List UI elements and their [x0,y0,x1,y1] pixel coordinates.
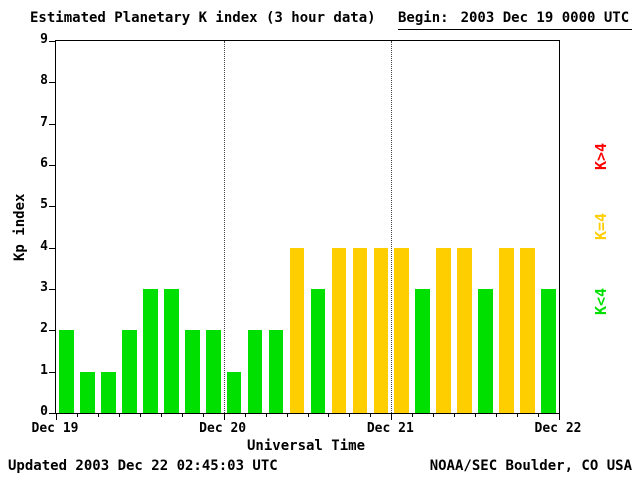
x-axis-tick [265,413,267,417]
kp-bar [205,330,221,413]
kp-bar [373,247,389,413]
y-tick-label: 7 [40,114,48,130]
x-axis-tick [223,413,225,420]
chart-title: Estimated Planetary K index (3 hour data… [30,10,376,26]
kp-bar [268,330,284,413]
legend-k-above-4: K>4 [592,142,610,170]
y-tick-label: 3 [40,280,48,295]
kp-bar [226,371,242,413]
x-axis-tick [328,413,330,417]
legend-k-below-4: K<4 [592,287,610,315]
x-axis-tick [202,413,204,417]
kp-bar [184,330,200,413]
x-axis-tick [139,413,141,417]
x-axis-tick [76,413,78,417]
x-axis-tick [391,413,393,420]
updated-timestamp: Updated 2003 Dec 22 02:45:03 UTC [8,458,278,474]
y-tick-label: 1 [40,362,48,378]
x-axis-tick [286,413,288,417]
x-axis-tick [454,413,456,417]
x-axis-tick [538,413,540,417]
kp-bar [394,247,410,413]
source-credit: NOAA/SEC Boulder, CO USA [429,458,632,474]
kp-bar [122,330,137,413]
y-axis-tick [49,371,56,373]
x-axis-tick [496,413,498,417]
x-axis-title: Universal Time [246,438,366,454]
x-axis-tick [56,413,57,420]
x-axis-tick [517,413,519,417]
kp-bar [436,247,452,413]
y-axis-tick [49,165,56,166]
kp-bar [541,289,556,413]
x-axis-tick [160,413,162,417]
legend-k-equal-4: K=4 [592,212,610,240]
kp-bar [310,289,326,413]
y-tick-label: 4 [40,238,48,254]
x-axis-tick [559,413,560,420]
kp-bar [520,247,535,413]
y-axis-tick [49,82,56,84]
x-axis-tick [349,413,351,417]
x-tick-label: Dec 22 [534,421,582,436]
y-axis-tick [49,123,56,125]
y-tick-label: 0 [40,404,48,419]
begin-label: Begin: [398,10,449,26]
y-tick-label: 9 [40,32,48,47]
kp-bar [352,247,368,413]
x-axis-tick [97,413,99,417]
x-axis-tick [433,413,435,417]
begin-value: 2003 Dec 19 0000 UTC [460,10,630,26]
x-tick-label: Dec 19 [31,421,79,436]
x-axis-tick [412,413,414,417]
plot-area [49,40,560,420]
y-tick-label: 2 [40,321,48,337]
kp-bar [247,330,263,413]
kp-bar [478,289,493,413]
kp-bar [289,247,305,413]
x-axis-tick [181,413,183,417]
x-axis-tick [475,413,477,417]
y-axis-tick [49,247,56,249]
y-axis-tick [49,289,56,290]
kp-bar [142,289,158,413]
x-tick-label: Dec 20 [199,421,247,436]
x-axis-tick [370,413,372,417]
y-tick-label: 6 [40,156,48,171]
kp-bar [415,289,431,413]
kp-bar [59,330,74,413]
y-axis-tick [49,41,56,42]
x-axis-tick [307,413,309,417]
kp-bar [101,371,116,413]
y-tick-label: 8 [40,73,48,89]
y-axis-tick [49,206,56,208]
x-axis-tick [244,413,246,417]
y-axis-tick [49,413,56,414]
kp-bar [80,371,95,413]
kp-bar [163,289,179,413]
y-tick-label: 5 [40,197,48,213]
y-axis-tick [49,330,56,332]
x-tick-label: Dec 21 [366,421,414,436]
day-boundary-gridline [223,41,225,413]
begin-group: Begin: 2003 Dec 19 0000 UTC [398,10,632,30]
x-axis-tick [118,413,120,417]
kp-bar [457,247,472,413]
kp-bar [331,247,347,413]
day-boundary-gridline [391,41,393,413]
kp-bar [499,247,514,413]
